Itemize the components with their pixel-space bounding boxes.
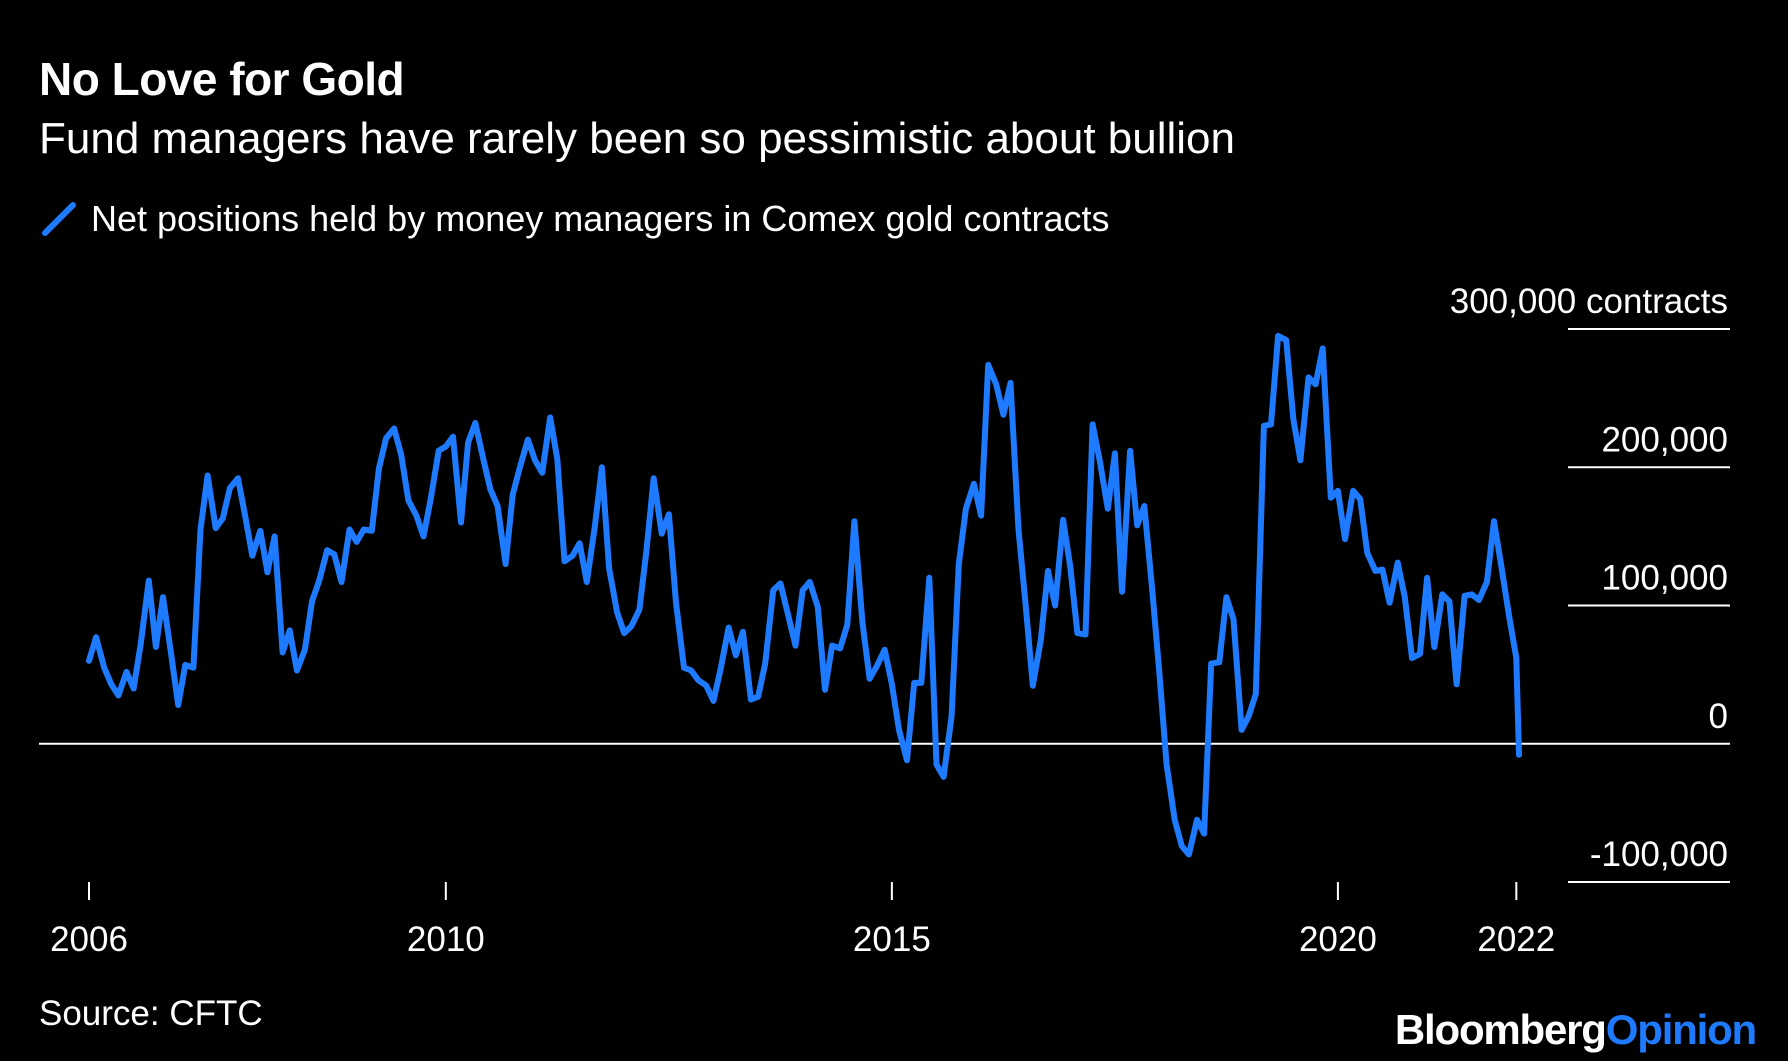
y-tick-label: 300,000 contracts [1450, 282, 1728, 321]
legend-label: Net positions held by money managers in … [91, 198, 1110, 239]
x-tick-label: 2020 [1299, 920, 1377, 959]
chart-subtitle: Fund managers have rarely been so pessim… [39, 114, 1235, 163]
series-line [86, 332, 1522, 858]
legend-swatch [42, 202, 76, 236]
brand-main: Bloomberg [1394, 1006, 1607, 1053]
legend: Net positions held by money managers in … [39, 198, 1110, 240]
x-tick-label: 2006 [50, 920, 128, 959]
x-tick-label: 2022 [1477, 920, 1555, 959]
brand-accent: Opinion [1605, 1006, 1757, 1053]
x-axis-ticks: 2006 2010 2015 2020 2022 [50, 882, 1555, 959]
source-note: Source: CFTC [39, 994, 263, 1033]
y-tick-label: 100,000 [1601, 559, 1728, 598]
y-axis-ticks: -100,000 0 100,000 200,000 300,000 contracts [1450, 282, 1728, 874]
gridlines [39, 328, 1730, 883]
y-tick-label: 200,000 [1601, 420, 1728, 459]
series-layer [86, 332, 1522, 858]
chart-title: No Love for Gold [39, 53, 405, 105]
x-tick-label: 2010 [407, 920, 485, 959]
y-tick-label: 0 [1709, 697, 1728, 736]
y-tick-label: -100,000 [1590, 835, 1728, 874]
brand-logo: BloombergOpinion [1394, 1006, 1757, 1054]
x-tick-label: 2015 [853, 920, 931, 959]
